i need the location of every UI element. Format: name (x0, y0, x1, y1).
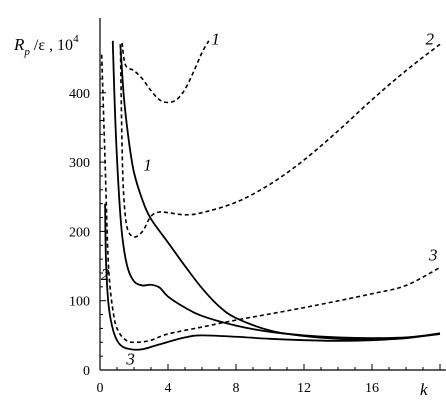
y-axis-label: Rp /ε , 104 (13, 33, 79, 58)
x-tick-label: 16 (365, 381, 379, 396)
series-solid-2 (111, 40, 441, 340)
y-label-main: R (13, 35, 25, 54)
y-tick-label: 100 (69, 295, 90, 310)
curve-label-2: 2 (426, 29, 435, 48)
curve-label-3: 3 (428, 246, 438, 265)
y-label-superscript: 4 (73, 33, 79, 45)
curve-label-3: 3 (125, 349, 135, 368)
y-tick-label: 0 (83, 364, 90, 379)
y-label-rest: /ε , 10 (30, 37, 73, 54)
y-tick-label: 400 (69, 87, 90, 102)
curve-label-2: 2 (101, 265, 110, 284)
x-tick-label: 0 (97, 381, 104, 396)
y-label-subscript: p (23, 46, 30, 58)
series-solid-1 (119, 44, 441, 341)
series-solid-3 (104, 203, 441, 351)
curve-label-1: 1 (143, 155, 152, 174)
series-dashed-2 (119, 43, 441, 238)
curves (100, 40, 441, 351)
labels: 1 2 3 1 2 3 (101, 29, 438, 368)
y-tick-label: 300 (69, 156, 90, 171)
x-tick-label: 4 (165, 381, 172, 396)
x-tick-label: 8 (233, 381, 240, 396)
series-dashed-3 (100, 54, 441, 344)
series-dashed-1 (121, 40, 210, 104)
curve-label-1: 1 (211, 29, 220, 48)
x-tick-label: 12 (297, 381, 311, 396)
x-axis-label: k (420, 380, 428, 399)
y-tick-label: 200 (69, 225, 90, 240)
